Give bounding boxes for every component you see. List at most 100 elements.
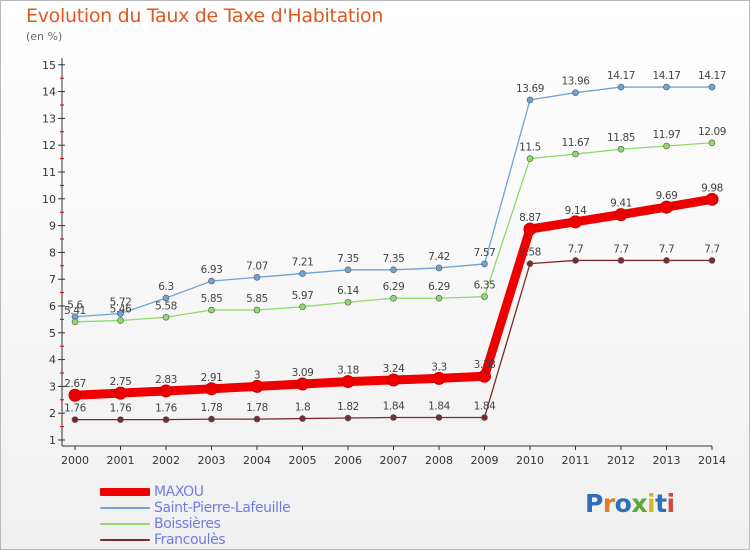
- legend-swatch-francoules: [100, 539, 150, 541]
- data-label: 1.84: [383, 400, 405, 412]
- y-tick-label: 11: [42, 166, 56, 179]
- data-point: [478, 369, 491, 383]
- data-label: 13.69: [516, 83, 544, 95]
- y-tick-label: 1: [49, 434, 56, 447]
- data-point: [526, 260, 534, 267]
- data-label: 3.18: [337, 365, 359, 377]
- data-label: 9.14: [565, 205, 587, 217]
- data-label: 1.78: [246, 402, 268, 414]
- legend-swatch-boissieres: [100, 523, 150, 525]
- legend-swatch-maxou: [100, 488, 150, 496]
- logo-letter: t: [655, 489, 667, 518]
- proxiti-logo: Proxiti: [585, 489, 675, 518]
- logo-letter: x: [631, 489, 647, 518]
- data-label: 1.82: [337, 401, 359, 413]
- data-label: 6.35: [474, 280, 496, 292]
- data-label: 5.41: [64, 305, 86, 317]
- logo-letter: i: [647, 489, 656, 518]
- data-point: [117, 416, 124, 423]
- legend-label-boissieres: Boissières: [154, 516, 221, 532]
- data-point: [617, 257, 625, 264]
- y-tick-label: 4: [49, 354, 56, 367]
- y-tick-label: 13: [42, 112, 56, 125]
- data-label: 5.46: [110, 303, 132, 315]
- data-point: [68, 388, 82, 402]
- data-point: [708, 139, 716, 147]
- data-point: [432, 371, 446, 385]
- data-label: 14.17: [652, 70, 680, 82]
- data-label: 5.85: [246, 293, 268, 305]
- x-tick-label: 2014: [698, 454, 726, 467]
- data-point: [708, 83, 716, 91]
- data-label: 1.76: [110, 403, 132, 415]
- y-tick-label: 8: [49, 246, 56, 259]
- legend-swatch-saint-pierre-lafeuille: [100, 507, 150, 509]
- data-point: [208, 415, 215, 423]
- data-label: 6.93: [201, 264, 223, 276]
- data-point: [708, 257, 716, 264]
- data-label: 6.29: [428, 281, 450, 293]
- data-point: [663, 83, 670, 91]
- y-tick-label: 6: [49, 300, 56, 313]
- data-label: 1.76: [64, 403, 86, 415]
- data-point: [159, 384, 173, 398]
- data-label: 7.57: [474, 247, 496, 259]
- data-point: [250, 379, 264, 393]
- data-point: [481, 414, 488, 421]
- data-label: 7.35: [337, 253, 359, 265]
- chart-subtitle: (en %): [26, 30, 63, 43]
- data-point: [617, 83, 625, 91]
- x-tick-label: 2001: [107, 454, 135, 467]
- data-label: 2.67: [64, 378, 86, 390]
- data-label: 3.09: [292, 367, 314, 379]
- data-label: 1.8: [295, 402, 311, 414]
- data-label: 7.21: [292, 257, 314, 269]
- x-tick-label: 2012: [607, 454, 635, 467]
- y-tick-label: 15: [42, 59, 56, 72]
- data-point: [481, 293, 488, 300]
- data-label: 2.83: [155, 374, 177, 386]
- y-tick-label: 10: [42, 193, 56, 206]
- data-label: 5.6: [67, 300, 83, 312]
- x-tick-label: 2010: [516, 454, 544, 467]
- data-label: 11.5: [519, 142, 541, 154]
- data-label: 3: [254, 369, 260, 381]
- data-point: [117, 310, 124, 317]
- data-label: 1.76: [155, 403, 177, 415]
- data-point: [299, 415, 306, 422]
- data-point: [705, 192, 719, 206]
- data-point: [390, 266, 397, 274]
- data-point: [71, 318, 79, 326]
- data-label: 5.58: [155, 300, 177, 312]
- logo-letter: P: [585, 489, 603, 518]
- data-point: [114, 386, 127, 400]
- data-point: [572, 257, 579, 264]
- x-tick-label: 2005: [289, 454, 317, 467]
- data-label: 5.72: [110, 297, 132, 309]
- data-label: 3.38: [474, 359, 496, 371]
- data-point: [208, 306, 215, 314]
- data-point: [572, 150, 579, 158]
- data-point: [481, 260, 488, 268]
- data-label: 7.7: [704, 243, 720, 255]
- data-point: [162, 416, 170, 423]
- data-point: [569, 215, 582, 229]
- logo-letter: o: [614, 489, 632, 518]
- x-tick-label: 2000: [61, 454, 89, 467]
- data-label: 7.7: [568, 243, 584, 255]
- data-point: [205, 382, 218, 396]
- data-point: [117, 317, 124, 324]
- logo-letter: i: [666, 489, 676, 518]
- data-label: 11.85: [607, 132, 635, 144]
- data-point: [523, 222, 537, 236]
- data-point: [162, 294, 170, 302]
- data-label: 14.17: [607, 70, 635, 82]
- data-label: 11.67: [561, 137, 589, 149]
- data-label: 14.17: [698, 70, 726, 82]
- data-label: 1.84: [428, 400, 450, 412]
- x-tick-label: 2013: [653, 454, 681, 467]
- data-label: 1.78: [201, 402, 223, 414]
- legend-label-saint-pierre-lafeuille: Saint-Pierre-Lafeuille: [154, 500, 291, 516]
- data-point: [660, 200, 673, 214]
- data-point: [663, 142, 670, 150]
